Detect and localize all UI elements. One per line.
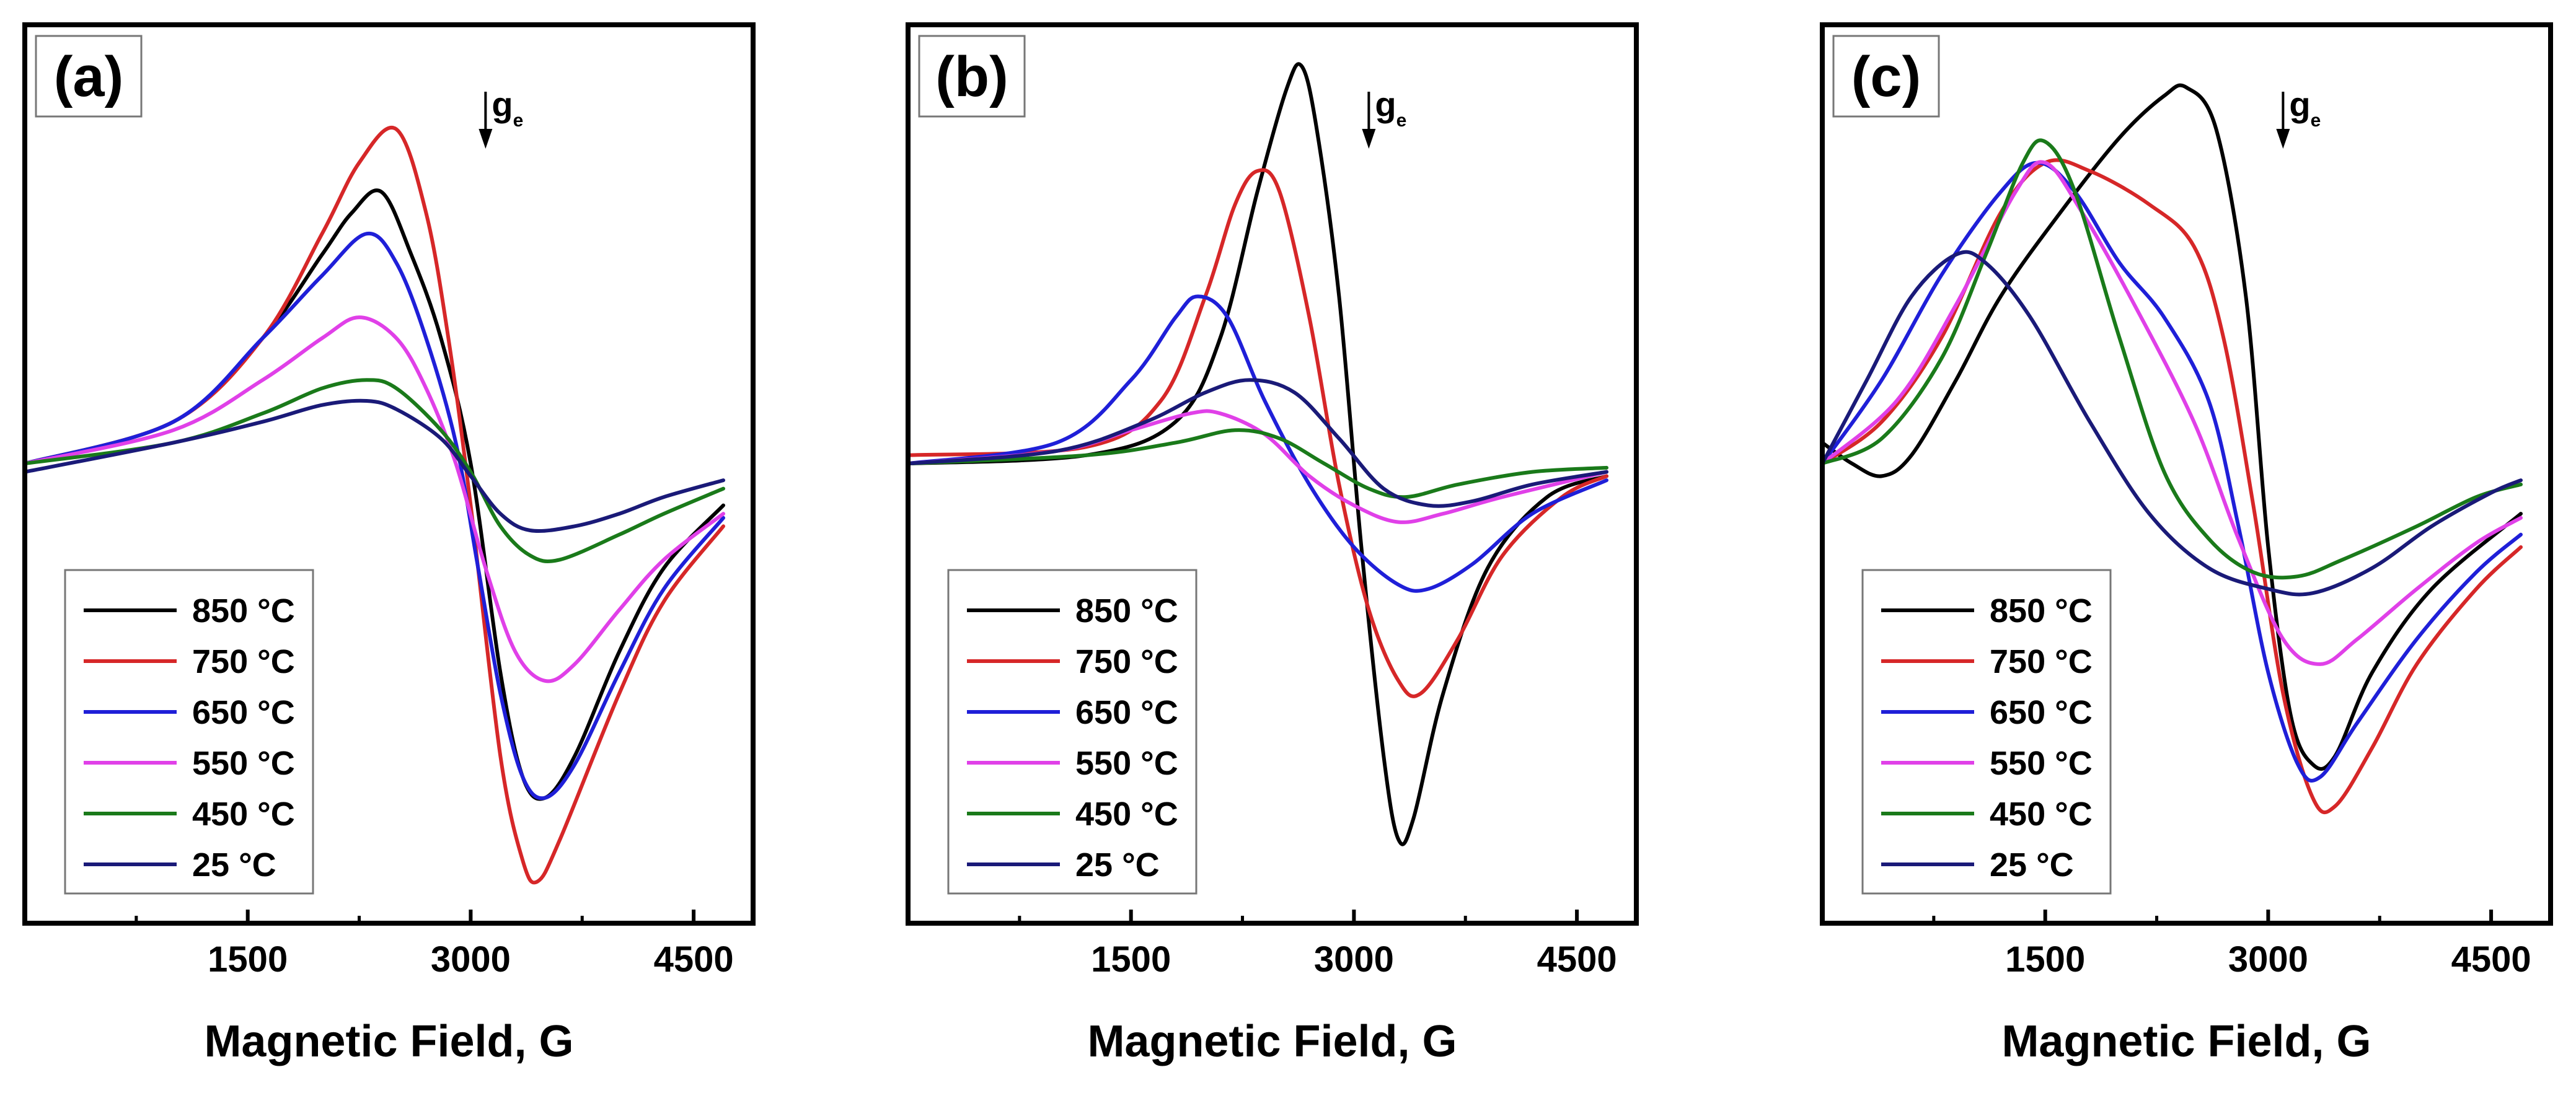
panel-label: (c)	[1851, 45, 1921, 108]
x-tick-label: 3000	[2228, 939, 2308, 980]
series-line-0	[1822, 83, 2523, 771]
legend-entry-label: 550 °C	[192, 745, 295, 782]
legend-entry-label: 650 °C	[192, 694, 295, 731]
series-line-3	[1822, 160, 2523, 666]
x-tick-label: 1500	[1091, 939, 1171, 980]
legend-entry-label: 650 °C	[1990, 694, 2093, 731]
legend-entry-label: 450 °C	[1075, 796, 1178, 833]
ge-arrow-head	[1362, 129, 1376, 149]
legend-box	[947, 569, 1198, 895]
legend-entry-label: 25 °C	[192, 846, 276, 884]
series-line-2	[908, 294, 1608, 593]
ge-arrow-head	[2276, 129, 2290, 149]
series-line-2	[25, 231, 725, 801]
legend-entry-label: 25 °C	[1990, 846, 2074, 884]
plot-frame	[1820, 22, 2553, 926]
x-tick-label: 1500	[208, 939, 288, 980]
legend-entry-label: 750 °C	[192, 643, 295, 680]
plot-frame	[22, 22, 756, 926]
series-line-4	[1822, 138, 2523, 580]
panel-label-box	[918, 35, 1026, 118]
series-line-5	[908, 378, 1608, 508]
ge-marker-label: ge	[1375, 85, 1406, 131]
panel-label: (b)	[935, 45, 1008, 108]
series-line-5	[1822, 250, 2523, 597]
series-line-1	[908, 168, 1608, 698]
x-axis-title: Magnetic Field, G	[204, 1017, 573, 1066]
x-tick-label: 4500	[654, 939, 734, 980]
x-tick-label: 1500	[2005, 939, 2085, 980]
legend-entry-label: 850 °C	[192, 592, 295, 630]
panel-label-box	[35, 35, 143, 118]
legend-entry-label: 550 °C	[1990, 745, 2093, 782]
series-group	[908, 62, 1608, 846]
series-line-5	[25, 398, 725, 533]
legend-entry-label: 750 °C	[1990, 643, 2093, 680]
x-tick-label: 4500	[2451, 939, 2531, 980]
series-line-4	[908, 428, 1608, 499]
series-line-1	[25, 126, 725, 885]
ge-marker-label: ge	[2289, 85, 2321, 131]
legend-entry-label: 850 °C	[1990, 592, 2093, 630]
chart-panel-0: 1500 3000 4500 Magnetic Field, G (a) ge 850 °C…	[22, 22, 756, 1066]
series-group	[1822, 83, 2523, 814]
legend-entry-label: 25 °C	[1075, 846, 1160, 884]
x-tick-label: 4500	[1537, 939, 1617, 980]
x-tick-label: 3000	[431, 939, 511, 980]
series-line-2	[1822, 160, 2523, 783]
legend-box	[1861, 569, 2112, 895]
legend-entry-label: 750 °C	[1075, 643, 1178, 680]
legend-entry-label: 650 °C	[1075, 694, 1178, 731]
legend-entry-label: 450 °C	[1990, 796, 2093, 833]
chart-panel-1: 1500 3000 4500 Magnetic Field, G (b) ge 850 °C…	[906, 22, 1639, 1066]
x-axis-title: Magnetic Field, G	[1087, 1017, 1457, 1066]
legend-entry-label: 450 °C	[192, 796, 295, 833]
x-tick-label: 3000	[1314, 939, 1394, 980]
legend-entry-label: 550 °C	[1075, 745, 1178, 782]
x-axis-title: Magnetic Field, G	[2001, 1017, 2371, 1066]
legend-entry-label: 850 °C	[1075, 592, 1178, 630]
chart-panel-2: 1500 3000 4500 Magnetic Field, G (c) ge 850 °C…	[1820, 22, 2553, 1066]
series-line-0	[908, 62, 1608, 846]
ge-arrow-head	[479, 129, 493, 149]
legend-box	[64, 569, 314, 895]
ge-marker-label: ge	[492, 85, 523, 131]
series-group	[25, 126, 725, 885]
series-line-4	[25, 378, 725, 563]
series-line-3	[25, 315, 725, 683]
panel-label-box	[1832, 35, 1940, 118]
panel-label: (a)	[54, 45, 123, 108]
plot-frame	[906, 22, 1639, 926]
series-line-3	[908, 409, 1608, 524]
